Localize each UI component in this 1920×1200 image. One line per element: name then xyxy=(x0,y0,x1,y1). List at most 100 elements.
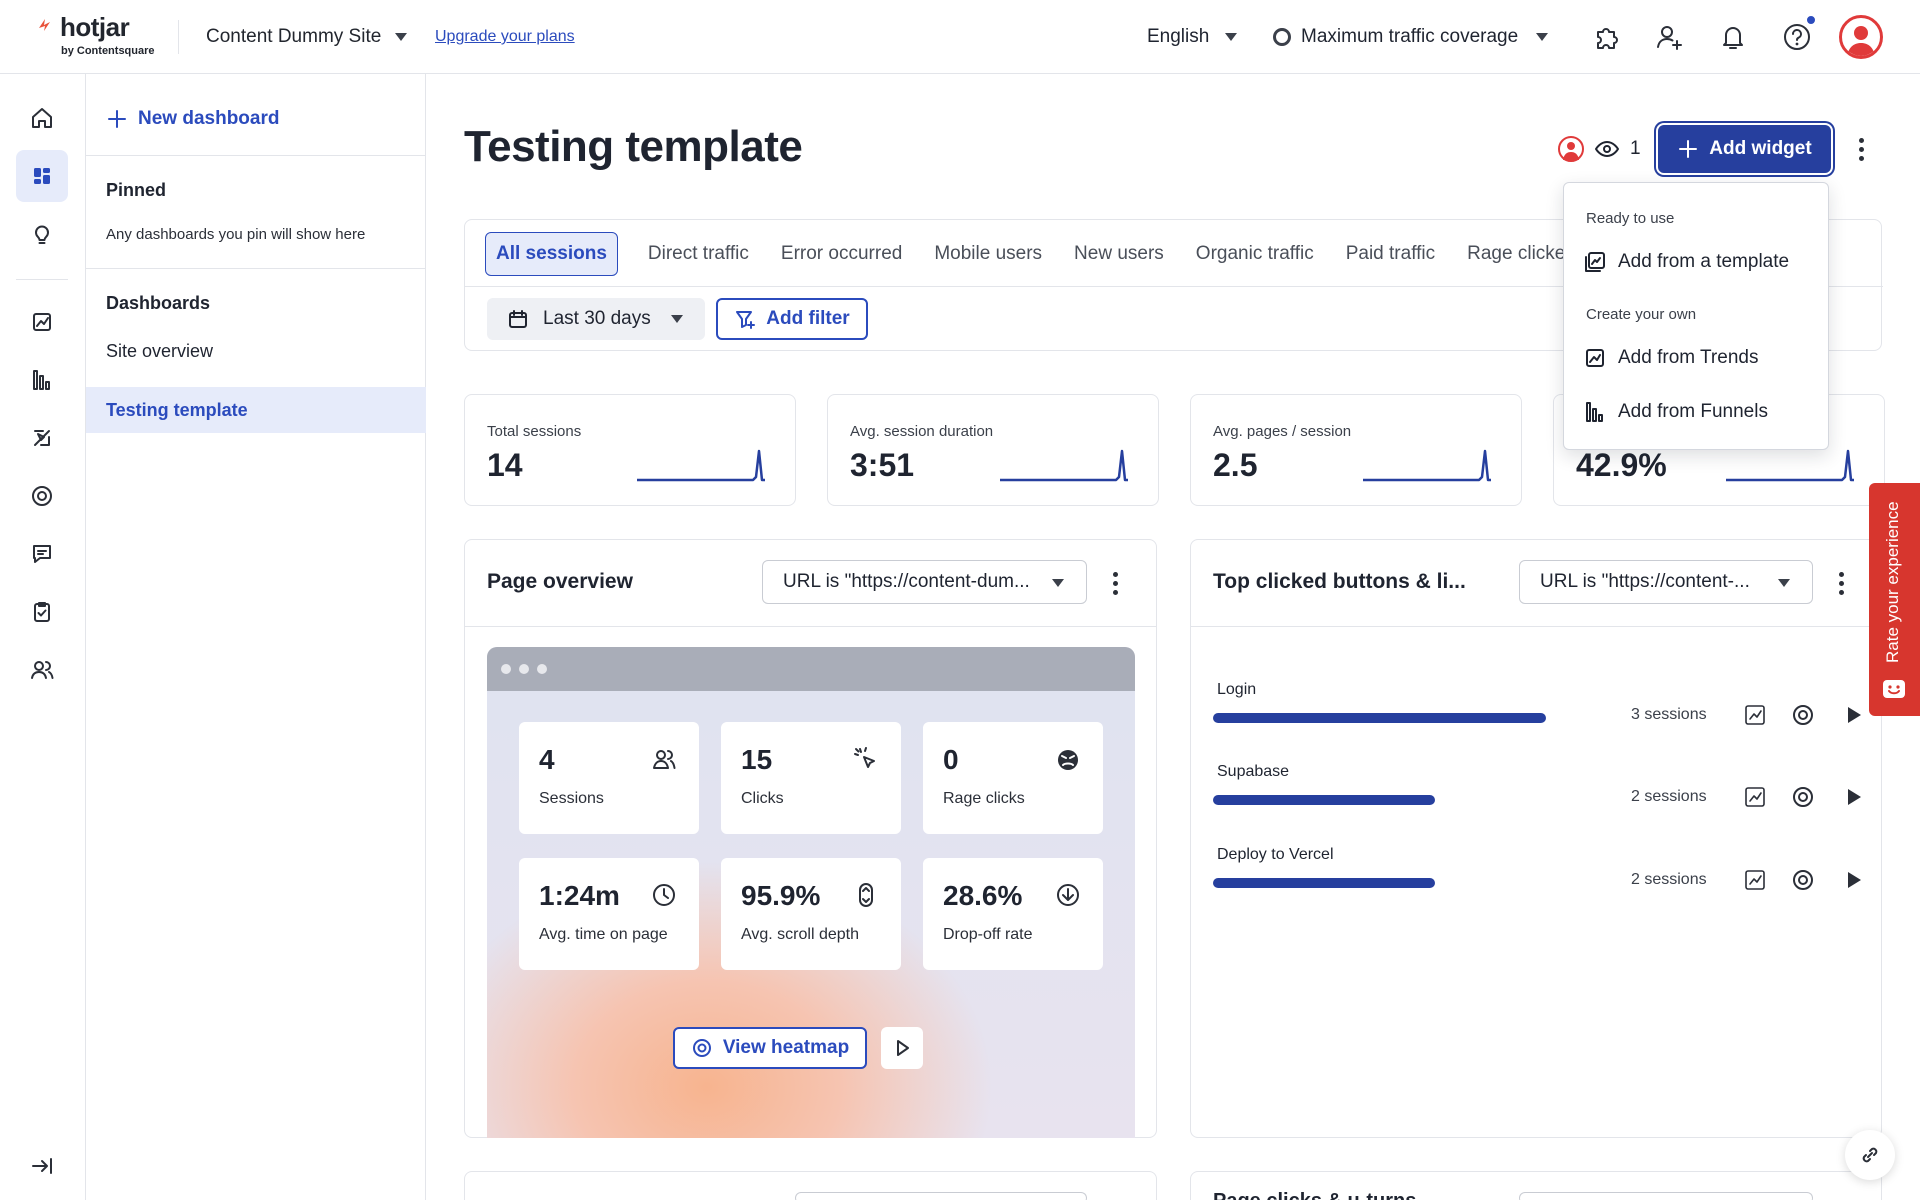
stat-value: 95.9% xyxy=(741,880,821,911)
bell-icon[interactable] xyxy=(1716,20,1750,54)
add-widget-label: Add widget xyxy=(1709,138,1812,159)
funnels-icon[interactable] xyxy=(16,354,68,406)
url-filter-value: URL is "https://content-... xyxy=(1540,571,1750,592)
url-filter-select[interactable] xyxy=(1519,1192,1813,1200)
heatmap-icon xyxy=(692,1039,711,1057)
collapse-icon[interactable] xyxy=(16,1140,68,1192)
trends-icon[interactable] xyxy=(1741,701,1769,729)
page-preview: 4 Sessions 15 Clicks 0 Rage clicks 1:24m… xyxy=(487,647,1135,1138)
feedback-icon[interactable] xyxy=(16,528,68,580)
stat-drop-off-rate: 28.6% Drop-off rate xyxy=(923,858,1103,970)
heatmap-icon[interactable] xyxy=(1789,866,1817,894)
metric-label: Avg. session duration xyxy=(850,423,994,440)
calendar-icon xyxy=(509,310,527,328)
interviews-icon[interactable] xyxy=(16,644,68,696)
divider xyxy=(178,20,179,54)
bottom-widget-right: Page clicks & u-turns xyxy=(1190,1171,1882,1200)
top-bar: hotjar by Contentsquare Content Dummy Si… xyxy=(0,0,1920,74)
clock-icon xyxy=(649,880,679,910)
insights-icon[interactable] xyxy=(16,208,68,260)
click-row-sessions: 2 sessions xyxy=(1631,788,1707,805)
menu-item-add-from-template[interactable]: Add from a template xyxy=(1584,251,1789,273)
avatar[interactable] xyxy=(1839,15,1883,59)
trends-icon xyxy=(1586,349,1604,367)
dashboard-item-testing-template[interactable]: Testing template xyxy=(86,387,426,433)
upgrade-link[interactable]: Upgrade your plans xyxy=(435,28,575,45)
trends-icon[interactable] xyxy=(16,296,68,348)
date-range-selector[interactable]: Last 30 days xyxy=(487,298,705,340)
link-icon[interactable] xyxy=(1845,1130,1895,1180)
heatmap-icon[interactable] xyxy=(1789,783,1817,811)
metric-card-avg-session-duration[interactable]: Avg. session duration 3:51 xyxy=(827,394,1159,506)
play-recording-button[interactable] xyxy=(881,1027,923,1069)
surveys-icon[interactable] xyxy=(16,586,68,638)
new-dashboard-button[interactable]: New dashboard xyxy=(106,108,279,130)
chevron-down-icon xyxy=(1778,579,1790,587)
trends-icon[interactable] xyxy=(1741,866,1769,894)
tab-all-sessions[interactable]: All sessions xyxy=(485,232,618,276)
menu-section-ready: Ready to use xyxy=(1586,210,1675,227)
widget-title: Page clicks & u-turns xyxy=(1213,1190,1416,1200)
help-icon[interactable] xyxy=(1780,20,1814,54)
dashboards-heading: Dashboards xyxy=(106,293,211,313)
logo-subtext: by Contentsquare xyxy=(61,45,155,57)
heatmap-icon[interactable] xyxy=(1789,701,1817,729)
rate-experience-tab[interactable]: Rate your experience xyxy=(1869,483,1920,716)
more-options-icon[interactable] xyxy=(1857,138,1865,161)
click-share-bar xyxy=(1213,878,1435,888)
add-filter-button[interactable]: Add filter xyxy=(716,298,868,340)
menu-item-add-from-trends[interactable]: Add from Trends xyxy=(1584,347,1758,369)
click-row-label: Supabase xyxy=(1217,763,1290,780)
home-icon[interactable] xyxy=(16,92,68,144)
viewers-indicator[interactable]: 1 xyxy=(1558,136,1641,162)
filter-plus-icon xyxy=(736,311,756,329)
new-dashboard-label: New dashboard xyxy=(138,108,280,129)
view-heatmap-label: View heatmap xyxy=(722,1037,850,1058)
play-icon[interactable] xyxy=(1839,783,1867,811)
dashboards-icon[interactable] xyxy=(16,150,68,202)
tab-organic-traffic[interactable]: Organic traffic xyxy=(1195,243,1314,264)
puzzle-icon[interactable] xyxy=(1590,20,1624,54)
play-icon[interactable] xyxy=(1839,701,1867,729)
heatmaps-icon[interactable] xyxy=(16,470,68,522)
stat-label: Avg. time on page xyxy=(539,926,668,943)
metric-card-avg-pages-session[interactable]: Avg. pages / session 2.5 xyxy=(1190,394,1522,506)
metric-value: 3:51 xyxy=(850,447,915,483)
tab-paid-traffic[interactable]: Paid traffic xyxy=(1345,243,1436,264)
tab-direct-traffic[interactable]: Direct traffic xyxy=(647,243,749,264)
divider xyxy=(16,279,68,280)
url-filter-select[interactable]: URL is "https://content-... xyxy=(1519,560,1813,604)
stat-value: 28.6% xyxy=(943,880,1023,911)
url-filter-select[interactable] xyxy=(795,1192,1087,1200)
play-icon[interactable] xyxy=(1839,866,1867,894)
tab-rage-clicked[interactable]: Rage clicked xyxy=(1467,243,1576,264)
recordings-icon[interactable] xyxy=(16,412,68,464)
add-user-icon[interactable] xyxy=(1652,20,1686,54)
add-widget-button[interactable]: Add widget xyxy=(1658,125,1831,173)
hotjar-mark-icon xyxy=(39,19,50,31)
site-selector[interactable]: Content Dummy Site xyxy=(206,26,408,48)
sparkline xyxy=(1363,449,1491,482)
dashboard-item-site-overview[interactable]: Site overview xyxy=(106,340,214,361)
menu-item-label: Add from a template xyxy=(1618,251,1790,272)
tab-new-users[interactable]: New users xyxy=(1074,243,1164,264)
chevron-down-icon xyxy=(1052,579,1064,587)
language-selector[interactable]: English xyxy=(1147,26,1238,48)
page-title: Testing template xyxy=(464,122,803,171)
left-rail xyxy=(0,74,86,1200)
trends-icon[interactable] xyxy=(1741,783,1769,811)
view-heatmap-button[interactable]: View heatmap xyxy=(673,1027,867,1069)
eye-icon xyxy=(1595,141,1619,157)
traffic-coverage-selector[interactable]: Maximum traffic coverage xyxy=(1273,26,1549,48)
tab-mobile-users[interactable]: Mobile users xyxy=(934,243,1043,264)
url-filter-select[interactable]: URL is "https://content-dum... xyxy=(762,560,1087,604)
tab-error-occurred[interactable]: Error occurred xyxy=(780,243,903,264)
chevron-down-icon xyxy=(395,33,408,41)
more-options-icon[interactable] xyxy=(1111,572,1119,595)
menu-item-add-from-funnels[interactable]: Add from Funnels xyxy=(1584,401,1768,423)
more-options-icon[interactable] xyxy=(1837,572,1845,595)
drop-off-icon xyxy=(1053,880,1083,910)
date-range-label: Last 30 days xyxy=(543,308,651,329)
sparkline xyxy=(637,449,765,482)
metric-card-total-sessions[interactable]: Total sessions 14 xyxy=(464,394,796,506)
